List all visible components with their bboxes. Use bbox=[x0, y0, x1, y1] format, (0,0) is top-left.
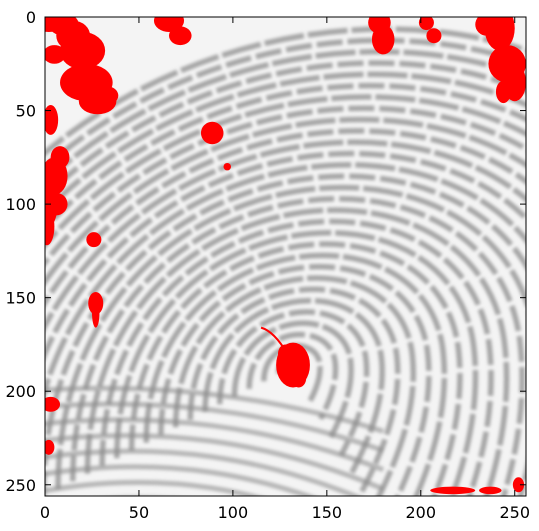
x-tick-label: 50 bbox=[129, 503, 149, 522]
y-tick-label: 0 bbox=[26, 8, 36, 27]
fingerprint-image bbox=[0, 6, 539, 531]
overlay-blob bbox=[278, 344, 293, 363]
y-tick-label: 50 bbox=[16, 102, 36, 121]
x-tick-label: 0 bbox=[40, 503, 50, 522]
overlay-blob bbox=[201, 122, 224, 144]
y-tick-label: 200 bbox=[5, 382, 36, 401]
overlay-blob bbox=[41, 397, 60, 412]
overlay-blob bbox=[426, 28, 441, 43]
y-tick-label: 100 bbox=[5, 195, 36, 214]
x-tick-label: 200 bbox=[406, 503, 437, 522]
y-tick-label: 250 bbox=[5, 476, 36, 495]
overlay-blob bbox=[485, 6, 515, 51]
x-tick-label: 150 bbox=[312, 503, 343, 522]
y-tick-label: 150 bbox=[5, 289, 36, 308]
overlay-blob bbox=[223, 163, 231, 170]
overlay-blob bbox=[60, 32, 105, 69]
overlay-blob bbox=[169, 26, 192, 45]
overlay-blob bbox=[86, 232, 101, 247]
overlay-blob bbox=[479, 487, 502, 494]
overlay-blob bbox=[496, 81, 511, 103]
overlay-blob bbox=[43, 45, 66, 64]
overlay-blob bbox=[372, 24, 395, 54]
overlay-blob bbox=[39, 208, 54, 245]
overlay-blob bbox=[96, 86, 119, 105]
overlay-blob bbox=[430, 487, 475, 494]
x-tick-label: 100 bbox=[218, 503, 249, 522]
overlay-blob bbox=[291, 369, 306, 388]
x-tick-label: 250 bbox=[499, 503, 530, 522]
overlay-blob bbox=[92, 298, 100, 328]
